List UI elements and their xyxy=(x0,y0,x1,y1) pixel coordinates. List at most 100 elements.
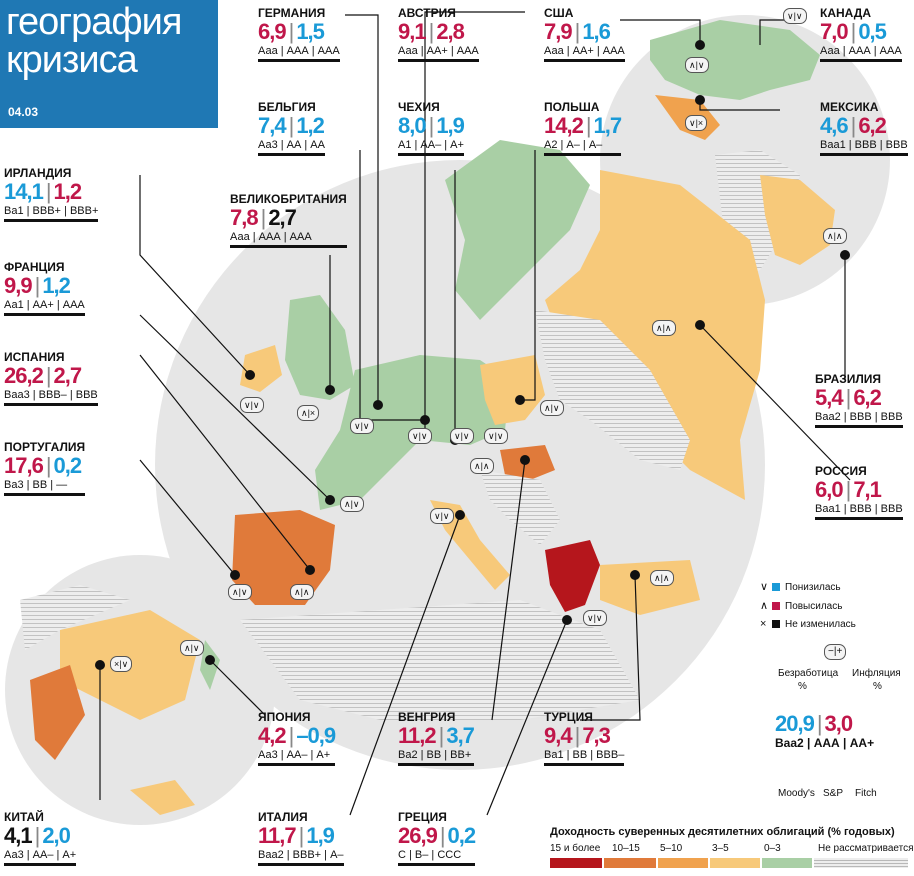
callout-china: КИТАЙ 4,1 | 2,0 Аа3 | АА– | А+ xyxy=(4,810,77,866)
callout-austria: АВСТРИЯ 9,1 | 2,8 Ааа | АА+ | ААА xyxy=(398,6,479,62)
agency-sp: S&P xyxy=(823,788,844,799)
inflation-value: 6,2 xyxy=(853,385,882,410)
legend-increased: ∧ Повысилась xyxy=(760,599,842,612)
country-name: ИСПАНИЯ xyxy=(4,350,65,364)
callout-czech: ЧЕХИЯ 8,0 | 1,9 А1 | АА– | А+ xyxy=(398,100,465,156)
badge-japan: ∧|∨ xyxy=(180,640,204,656)
badge-turkey: ∧|∧ xyxy=(650,570,674,586)
legend-swatch-black xyxy=(772,620,780,629)
inflation-value: 2,7 xyxy=(53,363,83,388)
callout-greece: ГРЕЦИЯ 26,9 | 0,2 С | В– | ССС xyxy=(398,810,476,866)
country-name: ПОРТУГАЛИЯ xyxy=(4,440,86,454)
australia-shape xyxy=(130,780,195,815)
scale-swatch-3 xyxy=(710,858,760,868)
credit-ratings: Ааа | АА+ | ААА xyxy=(398,44,479,62)
sign-badge: −|+ xyxy=(824,644,847,660)
minus-sign: − xyxy=(828,646,834,657)
country-name: БЕЛЬГИЯ xyxy=(258,100,316,114)
greece-shape xyxy=(545,540,600,612)
inflation-value: 2,7 xyxy=(268,205,297,230)
inflation-value: 1,5 xyxy=(296,19,325,44)
credit-ratings: Ва1 | ВВВ+ | ВВВ+ xyxy=(4,204,99,222)
badge-france: ∧|∨ xyxy=(340,496,364,512)
credit-ratings: Ааа | ААА | ААА xyxy=(230,230,347,248)
agency-moodys: Moody's xyxy=(778,788,815,799)
unemployment-value: 11,7 xyxy=(258,823,297,848)
scandinavia-shape xyxy=(445,140,590,320)
country-name: АВСТРИЯ xyxy=(398,6,456,20)
unemployment-value: 11,2 xyxy=(398,723,437,748)
credit-ratings: Ва1 | ВВ | ВВВ– xyxy=(544,748,625,766)
eastern-europe-hatched xyxy=(535,310,690,470)
credit-ratings: А2 | А– | А– xyxy=(544,138,622,156)
unemployment-value: 17,6 xyxy=(4,453,44,478)
legend-swatch-blue xyxy=(772,583,780,592)
country-name: ИТАЛИЯ xyxy=(258,810,308,824)
badge-greece: ∨|∨ xyxy=(583,610,607,626)
scale-swatch-5 xyxy=(814,858,908,868)
unemployment-value: 26,2 xyxy=(4,363,44,388)
badge-canada: ∨|∨ xyxy=(783,8,807,24)
legend-unchanged: × Не изменилась xyxy=(760,618,856,630)
country-name: ЧЕХИЯ xyxy=(398,100,440,114)
title-block: география кризиса 04.03 xyxy=(0,0,218,128)
inflation-value: 1,2 xyxy=(53,179,83,204)
credit-ratings: Ваа1 | ВВВ | ВВВ xyxy=(820,138,908,156)
scale-label-1: 10–15 xyxy=(612,843,640,854)
country-name: ПОЛЬША xyxy=(544,100,600,114)
scale-swatch-1 xyxy=(604,858,656,868)
unemployment-value: 9,1 xyxy=(398,19,427,44)
callout-mexico: МЕКСИКА 4,6 | 6,2 Ваа1 | ВВВ | ВВВ xyxy=(820,100,908,156)
cross-symbol: × xyxy=(760,618,767,630)
unemployment-value: 5,4 xyxy=(815,385,844,410)
badge-austria: ∨|∨ xyxy=(450,428,474,444)
country-name: США xyxy=(544,6,574,20)
badge-italy: ∨|∨ xyxy=(430,508,454,524)
inflation-value: 6,2 xyxy=(858,113,887,138)
callout-belgium: БЕЛЬГИЯ 7,4 | 1,2 Аа3 | АА | АА xyxy=(258,100,325,156)
scale-label-3: 3–5 xyxy=(712,843,729,854)
country-name: ФРАНЦИЯ xyxy=(4,260,65,274)
credit-ratings: А1 | АА– | А+ xyxy=(398,138,464,156)
key-sample: 20,9 | 3,0 Ваа2 | ААА | АА+ xyxy=(775,711,875,751)
badge-usa: ∧|∨ xyxy=(685,57,709,73)
poland-shape xyxy=(480,355,545,425)
sample-unemployment: 20,9 xyxy=(775,711,815,736)
credit-ratings: Аа1 | АА+ | ААА xyxy=(4,298,85,316)
unemployment-value: 7,8 xyxy=(230,205,259,230)
unemployment-value: 8,0 xyxy=(398,113,427,138)
badge-russia: ∧|∧ xyxy=(652,320,676,336)
brazil-shape xyxy=(760,175,835,265)
unemployment-value: 9,4 xyxy=(544,723,573,748)
scale-swatch-4 xyxy=(762,858,812,868)
title-line-2: кризиса xyxy=(6,39,138,81)
unemployment-value: 6,9 xyxy=(258,19,287,44)
credit-ratings: Ваа3 | ВВВ– | ВВВ xyxy=(4,388,98,406)
turkey-shape xyxy=(600,560,700,615)
scale-title: Доходность суверенных десятилетних облиг… xyxy=(550,826,895,838)
plus-sign: + xyxy=(836,646,843,657)
inflation-value: 1,2 xyxy=(296,113,325,138)
callout-canada: КАНАДА 7,0 | 0,5 Ааа | ААА | ААА xyxy=(820,6,902,62)
legend-label: Понизилась xyxy=(785,582,841,593)
north-africa-hatched xyxy=(240,600,640,720)
inflation-value: 7,3 xyxy=(582,723,611,748)
leader-lines xyxy=(99,11,851,816)
credit-ratings: Аа3 | АА– | А+ xyxy=(4,848,77,866)
inflation-value: 7,1 xyxy=(853,477,882,502)
callout-ireland: ИРЛАНДИЯ 14,1 | 1,2 Ва1 | ВВВ+ | ВВВ+ xyxy=(4,166,99,222)
country-name: ВЕНГРИЯ xyxy=(398,710,456,724)
country-name: КИТАЙ xyxy=(4,810,44,824)
uk-shape xyxy=(285,295,355,400)
legend-swatch-red xyxy=(772,602,780,611)
country-name: ЯПОНИЯ xyxy=(258,710,311,724)
callout-japan: ЯПОНИЯ 4,2 | –0,9 Аа3 | АА– | А+ xyxy=(258,710,336,766)
unemployment-value: 7,4 xyxy=(258,113,287,138)
country-name: МЕКСИКА xyxy=(820,100,879,114)
badge-hungary: ∧|∧ xyxy=(470,458,494,474)
country-name: БРАЗИЛИЯ xyxy=(815,372,882,386)
inflation-value: 0,5 xyxy=(858,19,887,44)
unemployment-value: 14,1 xyxy=(4,179,44,204)
country-name: ТУРЦИЯ xyxy=(544,710,593,724)
legend-decreased: ∨ Понизилась xyxy=(760,580,841,593)
